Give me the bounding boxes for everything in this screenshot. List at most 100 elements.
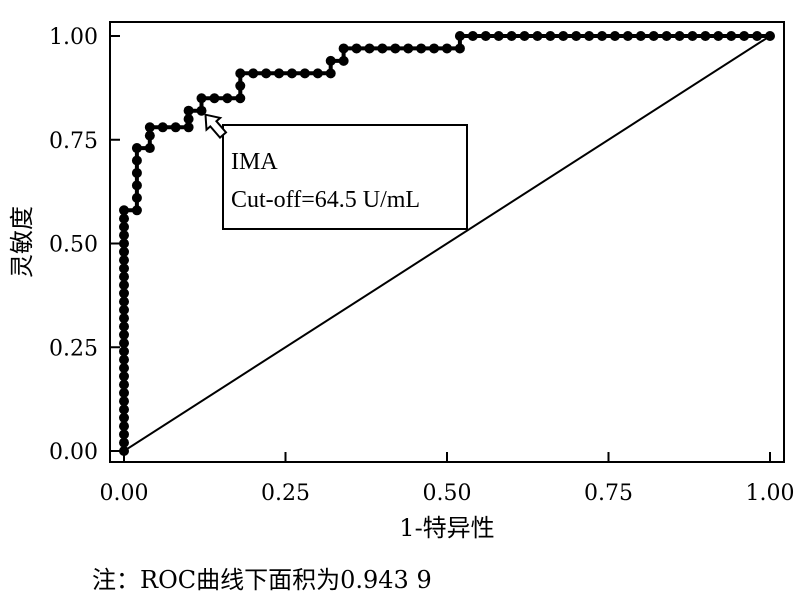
roc-point bbox=[119, 396, 129, 407]
roc-point bbox=[119, 437, 129, 448]
x-tick-label: 0.25 bbox=[261, 481, 310, 506]
roc-point bbox=[235, 68, 246, 79]
roc-point bbox=[196, 93, 207, 104]
roc-point bbox=[119, 371, 129, 382]
roc-point bbox=[119, 421, 129, 432]
x-axis-title: 1-特异性 bbox=[399, 514, 494, 542]
roc-point bbox=[377, 43, 388, 54]
roc-point bbox=[131, 180, 142, 191]
roc-points-layer bbox=[119, 31, 775, 456]
roc-point bbox=[286, 68, 297, 79]
y-tick-label: 0.25 bbox=[49, 336, 98, 361]
annotation-arrow bbox=[204, 113, 228, 140]
roc-point bbox=[467, 31, 478, 41]
roc-point bbox=[131, 192, 142, 203]
roc-point bbox=[493, 31, 504, 41]
x-tick-label: 0.75 bbox=[584, 481, 633, 506]
x-tick-label: 1.00 bbox=[746, 481, 795, 506]
roc-point bbox=[119, 271, 129, 282]
roc-point bbox=[261, 68, 272, 79]
roc-point bbox=[364, 43, 375, 54]
roc-point bbox=[416, 43, 427, 54]
roc-point bbox=[183, 122, 194, 133]
reference-diagonal-line bbox=[123, 35, 771, 452]
roc-point bbox=[119, 288, 129, 299]
roc-point bbox=[131, 167, 142, 178]
roc-point bbox=[222, 93, 233, 104]
roc-point bbox=[765, 31, 775, 41]
roc-point bbox=[519, 31, 530, 41]
roc-point bbox=[235, 80, 246, 91]
roc-point bbox=[325, 68, 336, 79]
roc-point bbox=[248, 68, 259, 79]
roc-point bbox=[661, 31, 672, 41]
roc-point bbox=[584, 31, 595, 41]
roc-point bbox=[119, 205, 129, 216]
roc-point bbox=[119, 412, 129, 423]
roc-point bbox=[325, 55, 336, 66]
y-tick-label: 0.50 bbox=[49, 233, 98, 258]
roc-point bbox=[144, 143, 155, 154]
y-tick-label: 1.00 bbox=[49, 25, 98, 50]
y-tick-label: 0.00 bbox=[49, 440, 98, 465]
roc-point bbox=[558, 31, 569, 41]
annotation-box bbox=[222, 124, 468, 230]
roc-point bbox=[119, 221, 129, 232]
roc-point bbox=[338, 55, 349, 66]
roc-point bbox=[403, 43, 414, 54]
roc-point bbox=[571, 31, 582, 41]
roc-point bbox=[390, 43, 401, 54]
roc-point bbox=[597, 31, 608, 41]
roc-point bbox=[196, 105, 207, 116]
roc-point bbox=[119, 304, 129, 315]
roc-point bbox=[700, 31, 711, 41]
roc-point bbox=[119, 404, 129, 415]
roc-point bbox=[312, 68, 323, 79]
roc-point bbox=[532, 31, 543, 41]
roc-point bbox=[209, 93, 220, 104]
roc-point bbox=[119, 321, 129, 332]
roc-point bbox=[274, 68, 285, 79]
annotation-text-line: Cut-off=64.5 U/mL bbox=[231, 187, 420, 213]
x-tick-label: 0.50 bbox=[423, 481, 472, 506]
roc-point bbox=[713, 31, 724, 41]
y-axis-title: 灵敏度 bbox=[8, 206, 36, 278]
footnote: 注：ROC曲线下面积为0.943 9 bbox=[92, 566, 432, 594]
roc-point bbox=[739, 31, 750, 41]
roc-point bbox=[170, 122, 181, 133]
roc-point bbox=[157, 122, 168, 133]
roc-point bbox=[545, 31, 556, 41]
roc-point bbox=[480, 31, 491, 41]
roc-point bbox=[119, 238, 129, 249]
roc-point bbox=[119, 280, 129, 290]
roc-point bbox=[454, 43, 465, 54]
roc-point bbox=[687, 31, 698, 41]
annotation: IMA Cut-off=64.5 U/mL bbox=[204, 113, 468, 230]
roc-point bbox=[119, 263, 129, 274]
roc-point bbox=[119, 296, 129, 307]
x-tick-label: 0.00 bbox=[100, 481, 149, 506]
roc-point bbox=[119, 446, 129, 456]
ticks-layer: 0.00 0.25 0.50 0.75 1.00 0.00 0.25 0.50 0.75 1.00 bbox=[49, 25, 794, 506]
roc-point bbox=[119, 354, 129, 365]
roc-point bbox=[131, 205, 142, 216]
roc-point bbox=[338, 43, 349, 54]
plot-frame bbox=[109, 21, 785, 463]
roc-chart: 0.00 0.25 0.50 0.75 1.00 0.00 0.25 0.50 0.75 1.00… bbox=[8, 21, 794, 542]
roc-point bbox=[622, 31, 633, 41]
roc-point bbox=[674, 31, 685, 41]
roc-point bbox=[454, 31, 465, 41]
roc-point bbox=[144, 130, 155, 141]
roc-point bbox=[119, 338, 129, 349]
roc-point bbox=[119, 346, 129, 357]
roc-point bbox=[752, 31, 763, 41]
roc-point bbox=[119, 255, 129, 266]
roc-point bbox=[442, 43, 452, 54]
roc-point bbox=[119, 313, 129, 324]
roc-point bbox=[119, 363, 129, 373]
roc-point bbox=[119, 379, 129, 390]
roc-point bbox=[119, 246, 129, 257]
roc-point bbox=[119, 213, 129, 224]
roc-point bbox=[131, 155, 142, 166]
roc-point bbox=[183, 105, 194, 116]
